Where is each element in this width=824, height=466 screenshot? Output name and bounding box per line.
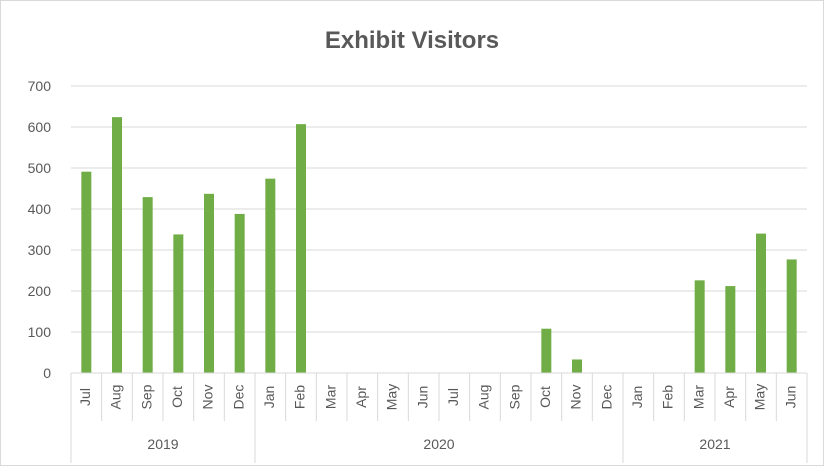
bar	[296, 124, 306, 373]
x-tick-label: Jun	[414, 386, 430, 409]
x-tick-label: Dec	[598, 385, 614, 410]
bar	[265, 178, 276, 373]
bar	[234, 213, 245, 373]
bar	[725, 286, 736, 373]
bar	[756, 233, 766, 373]
x-tick-label: Jun	[782, 386, 798, 409]
bar	[81, 171, 92, 373]
x-tick-label: Nov	[568, 385, 584, 410]
y-tick-label: 300	[28, 242, 52, 258]
x-group-label: 2020	[423, 436, 454, 452]
x-tick-label: Mar	[322, 385, 338, 409]
x-tick-label: Oct	[169, 386, 185, 408]
bar	[112, 117, 122, 373]
x-tick-label: Feb	[660, 385, 676, 409]
y-tick-label: 100	[28, 324, 52, 340]
bar	[541, 328, 552, 373]
x-tick-label: Aug	[476, 385, 492, 410]
x-tick-label: Oct	[537, 386, 553, 408]
x-group-label: 2019	[147, 436, 178, 452]
x-tick-label: Sep	[506, 384, 522, 409]
x-tick-label: Jan	[261, 386, 277, 409]
x-tick-label: Apr	[353, 386, 369, 408]
bar	[786, 259, 797, 373]
y-tick-label: 700	[28, 78, 52, 94]
x-tick-label: Sep	[138, 384, 154, 409]
y-tick-label: 500	[28, 160, 52, 176]
x-tick-label: Aug	[108, 385, 124, 410]
x-group-label: 2021	[699, 436, 730, 452]
x-tick-label: Jan	[629, 386, 645, 409]
x-tick-label: May	[384, 384, 400, 410]
x-tick-label: Feb	[292, 385, 308, 409]
x-tick-label: Nov	[200, 385, 216, 410]
y-tick-label: 600	[28, 119, 52, 135]
x-tick-label: Dec	[230, 385, 246, 410]
y-tick-label: 200	[28, 283, 52, 299]
chart-title: Exhibit Visitors	[324, 27, 500, 54]
bar	[694, 280, 705, 373]
x-tick-label: Mar	[690, 385, 706, 409]
x-tick-label: Jul	[77, 388, 93, 406]
x-tick-label: Apr	[721, 386, 737, 408]
bar	[572, 359, 582, 373]
bar	[142, 197, 153, 373]
x-tick-label: Jul	[445, 388, 461, 406]
y-tick-label: 400	[28, 201, 52, 217]
bar	[204, 193, 214, 373]
bar	[173, 234, 184, 373]
x-tick-label: May	[752, 384, 768, 410]
y-tick-label: 0	[43, 365, 51, 381]
